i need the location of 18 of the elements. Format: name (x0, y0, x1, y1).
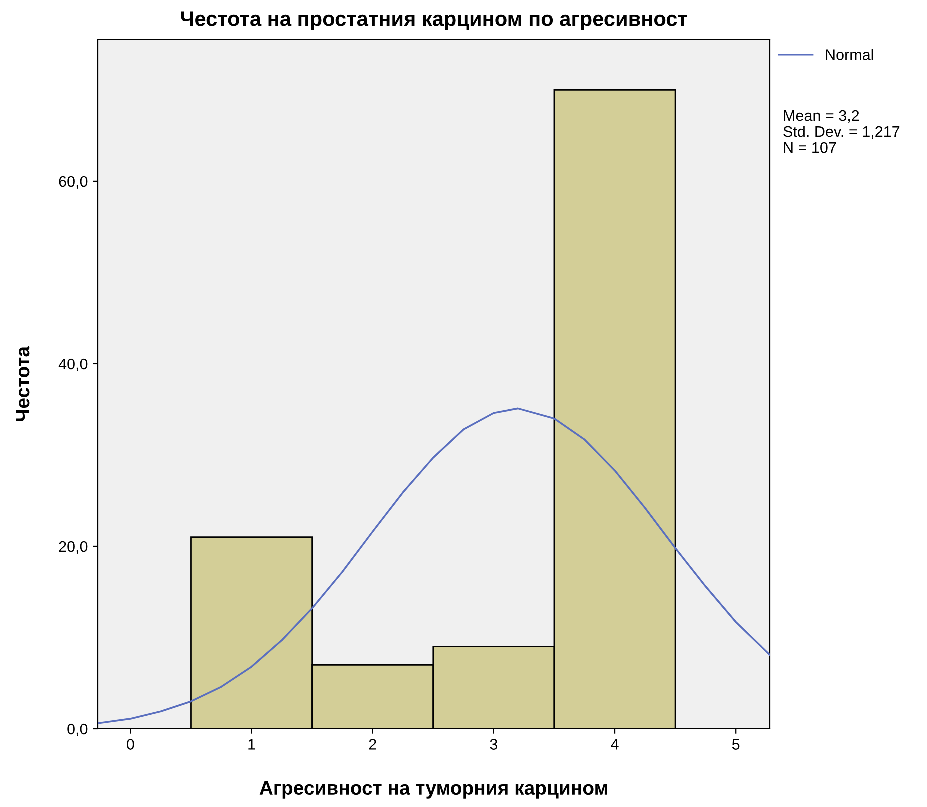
x-tick-label: 0 (127, 739, 134, 750)
y-tick-label: 0,0 (68, 724, 88, 736)
text: Mean = 3,2 (784, 110, 860, 124)
y-tick-label: 20,0 (59, 541, 88, 554)
x-tick-label: 2 (369, 739, 376, 750)
y-axis-title: Честота (16, 346, 30, 422)
x-tick-label: 3 (490, 739, 498, 750)
x-axis-title: Агресивност на туморния карцином (260, 781, 608, 799)
x-tick-label: 1 (248, 739, 256, 750)
legend-label: Normal (826, 49, 874, 60)
x-tick-label: 5 (732, 739, 740, 750)
line-series (98, 408, 770, 724)
y-tick-label: 40,0 (58, 358, 88, 372)
text: Std. Dev. = 1,217 (784, 126, 900, 140)
text: N = 107 (784, 142, 836, 154)
y-tick-label: 60,0 (59, 176, 88, 189)
x-tick-label: 4 (611, 739, 619, 750)
chart-title: Честота на простатния карцином по агресивност (181, 12, 688, 30)
